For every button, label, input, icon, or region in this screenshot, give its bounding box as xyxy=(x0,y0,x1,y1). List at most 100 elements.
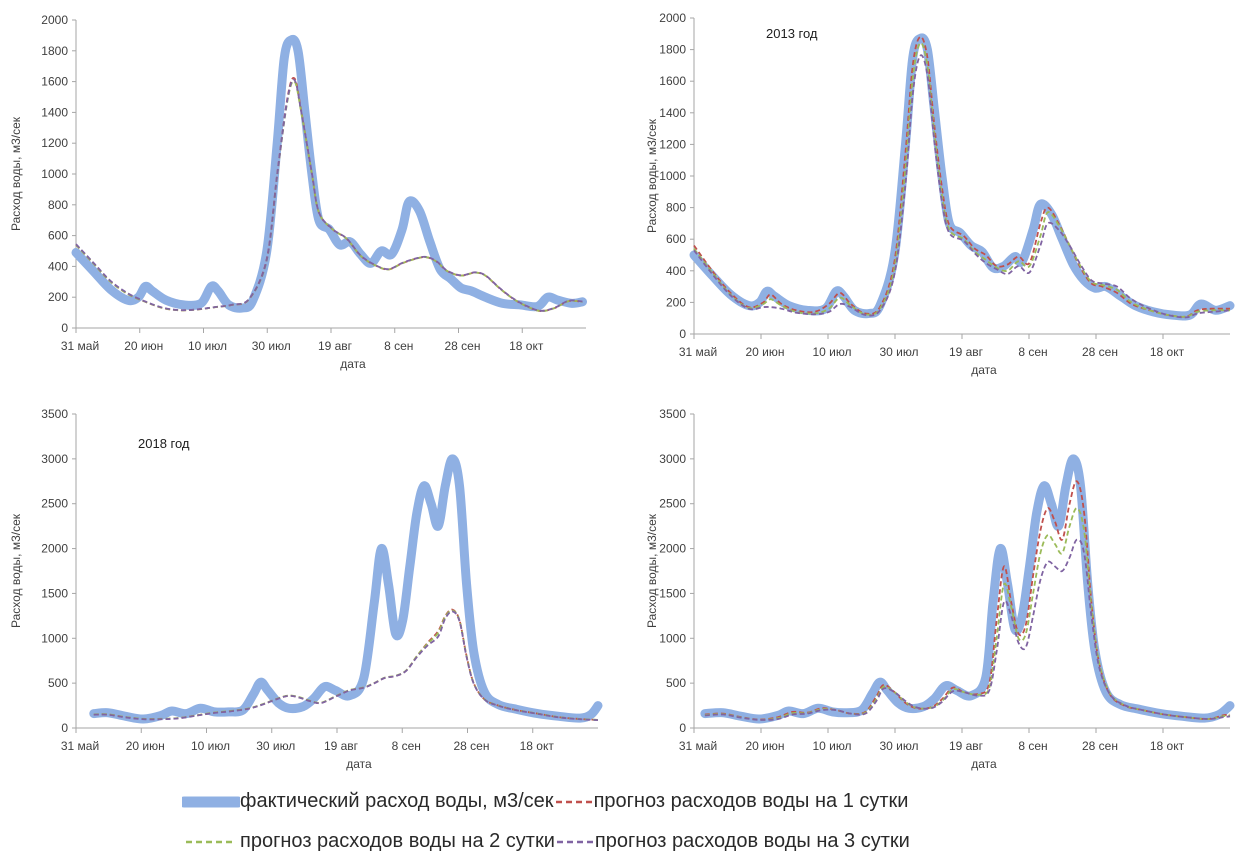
x-tick-label: 30 июл xyxy=(879,739,918,753)
legend-label-actual: фактический расход воды, м3/сек xyxy=(240,790,554,812)
series-line-actual xyxy=(700,454,1235,724)
series-line-forecast-3 xyxy=(75,78,583,312)
y-tick-label: 1500 xyxy=(41,586,68,600)
x-axis-title: дата xyxy=(340,357,366,371)
x-tick-label: 18 окт xyxy=(1150,345,1185,359)
y-tick-label: 400 xyxy=(666,264,686,278)
y-tick-label: 200 xyxy=(48,290,68,304)
series-line-forecast-3 xyxy=(704,538,1231,721)
series-line-actual xyxy=(71,35,587,313)
series-line-forecast-2 xyxy=(93,609,599,721)
y-tick-label: 500 xyxy=(666,676,686,690)
y-tick-label: 1000 xyxy=(659,631,686,645)
y-tick-label: 2000 xyxy=(41,13,68,27)
y-tick-label: 1000 xyxy=(41,167,68,181)
y-tick-label: 1800 xyxy=(659,43,686,57)
legend-row-1: фактический расход воды, м3/сек прогноз … xyxy=(182,790,908,813)
legend-swatch-forecast-2 xyxy=(186,840,236,843)
chart-panel-1: 0 200 400 600 800 1000 1200 1400 1600 1800 2000 31 … xyxy=(0,0,610,385)
x-tick-label: 8 сен xyxy=(392,739,421,753)
x-tick-label: 31 май xyxy=(61,739,99,753)
y-tick-label: 2000 xyxy=(41,542,68,556)
chart-4-svg: 0 500 1000 1500 2000 2500 3000 3500 31 май 20 июн… xyxy=(645,407,1235,771)
x-tick-label: 8 сен xyxy=(1018,345,1047,359)
x-axis-title: дата xyxy=(971,363,997,377)
y-tick-label: 2000 xyxy=(659,542,686,556)
y-tick-label: 1600 xyxy=(41,75,68,89)
y-tick-label: 1000 xyxy=(659,169,686,183)
y-tick-label: 3000 xyxy=(659,452,686,466)
y-tick-label: 3000 xyxy=(41,452,68,466)
y-tick-label: 500 xyxy=(48,676,68,690)
x-tick-label: 20 июн xyxy=(126,739,165,753)
chart-1-svg: 0 200 400 600 800 1000 1200 1400 1600 1800 2000 31 … xyxy=(9,13,587,371)
x-tick-label: 8 сен xyxy=(1018,739,1047,753)
x-tick-label: 18 окт xyxy=(1150,739,1185,753)
legend-label-forecast-3: прогноз расходов воды на 3 сутки xyxy=(594,830,910,852)
x-tick-label: 20 июн xyxy=(745,345,784,359)
x-tick-label: 20 июн xyxy=(745,739,784,753)
x-axis-title: дата xyxy=(346,757,372,771)
series-line-actual xyxy=(89,454,603,724)
legend-row-2: прогноз расходов воды на 2 сутки прогноз… xyxy=(182,830,910,853)
x-tick-label: 19 авг xyxy=(324,739,359,753)
x-tick-label: 10 июл xyxy=(188,339,227,353)
chart-2018-svg: 0 500 1000 1500 2000 2500 3000 3500 31 май 20 июн… xyxy=(9,407,603,771)
chart-panel-2018: 0 500 1000 1500 2000 2500 3000 3500 31 май 20 июн… xyxy=(0,398,610,780)
series-line-forecast-3 xyxy=(93,610,599,721)
y-tick-label: 0 xyxy=(61,721,68,735)
y-tick-label: 1400 xyxy=(41,105,68,119)
y-tick-label: 0 xyxy=(61,321,68,335)
x-tick-label: 19 авг xyxy=(949,345,984,359)
year-annotation: 2013 год xyxy=(766,26,818,41)
x-tick-label: 18 окт xyxy=(520,739,555,753)
series-line-forecast-2 xyxy=(75,80,583,313)
y-tick-label: 1200 xyxy=(41,136,68,150)
legend: фактический расход воды, м3/сек прогноз … xyxy=(0,782,1236,863)
x-tick-label: 30 июл xyxy=(252,339,291,353)
x-tick-label: 19 авг xyxy=(949,739,984,753)
legend-swatch-actual xyxy=(182,796,240,807)
series-line-forecast-3 xyxy=(693,54,1231,319)
y-tick-label: 1500 xyxy=(659,586,686,600)
y-tick-label: 1000 xyxy=(41,631,68,645)
x-tick-label: 8 сен xyxy=(384,339,413,353)
series-line-forecast-1 xyxy=(93,608,599,721)
y-tick-label: 2000 xyxy=(659,11,686,25)
series-line-forecast-2 xyxy=(693,42,1231,318)
x-tick-label: 18 окт xyxy=(509,339,544,353)
legend-item-actual: фактический расход воды, м3/сек xyxy=(182,790,554,813)
y-tick-label: 400 xyxy=(48,259,68,273)
x-axis-title: дата xyxy=(971,757,997,771)
y-tick-label: 1600 xyxy=(659,74,686,88)
y-tick-label: 0 xyxy=(679,721,686,735)
year-annotation: 2018 год xyxy=(138,436,190,451)
y-tick-label: 3500 xyxy=(41,407,68,421)
y-tick-label: 2500 xyxy=(41,497,68,511)
x-tick-label: 10 июл xyxy=(191,739,230,753)
x-tick-label: 28 сен xyxy=(445,339,481,353)
legend-label-forecast-2: прогноз расходов воды на 2 сутки xyxy=(240,830,555,852)
x-tick-label: 28 сен xyxy=(454,739,490,753)
y-tick-label: 1800 xyxy=(41,44,68,58)
legend-label-forecast-1: прогноз расходов воды на 1 сутки xyxy=(593,790,909,812)
series-line-forecast-1 xyxy=(693,35,1231,318)
legend-item-forecast-3: прогноз расходов воды на 3 сутки xyxy=(555,830,910,853)
y-tick-label: 200 xyxy=(666,295,686,309)
y-axis-title: Расход воды, м3/сек xyxy=(645,118,659,233)
x-tick-label: 20 июн xyxy=(124,339,163,353)
series-line-forecast-2 xyxy=(704,507,1231,721)
y-axis-title: Расход воды, м3/сек xyxy=(645,513,659,628)
x-tick-label: 10 июл xyxy=(812,739,851,753)
x-tick-label: 31 май xyxy=(61,339,99,353)
legend-item-forecast-1: прогноз расходов воды на 1 сутки xyxy=(554,790,909,813)
y-tick-label: 600 xyxy=(666,232,686,246)
x-tick-label: 28 сен xyxy=(1082,345,1118,359)
chart-2013-svg: 0 200 400 600 800 1000 1200 1400 1600 1800 2000 31 … xyxy=(645,11,1235,377)
series-line-forecast-1 xyxy=(704,480,1231,721)
legend-swatch-forecast-1 xyxy=(555,800,592,803)
y-tick-label: 0 xyxy=(679,327,686,341)
y-tick-label: 1200 xyxy=(659,137,686,151)
x-tick-label: 28 сен xyxy=(1082,739,1118,753)
